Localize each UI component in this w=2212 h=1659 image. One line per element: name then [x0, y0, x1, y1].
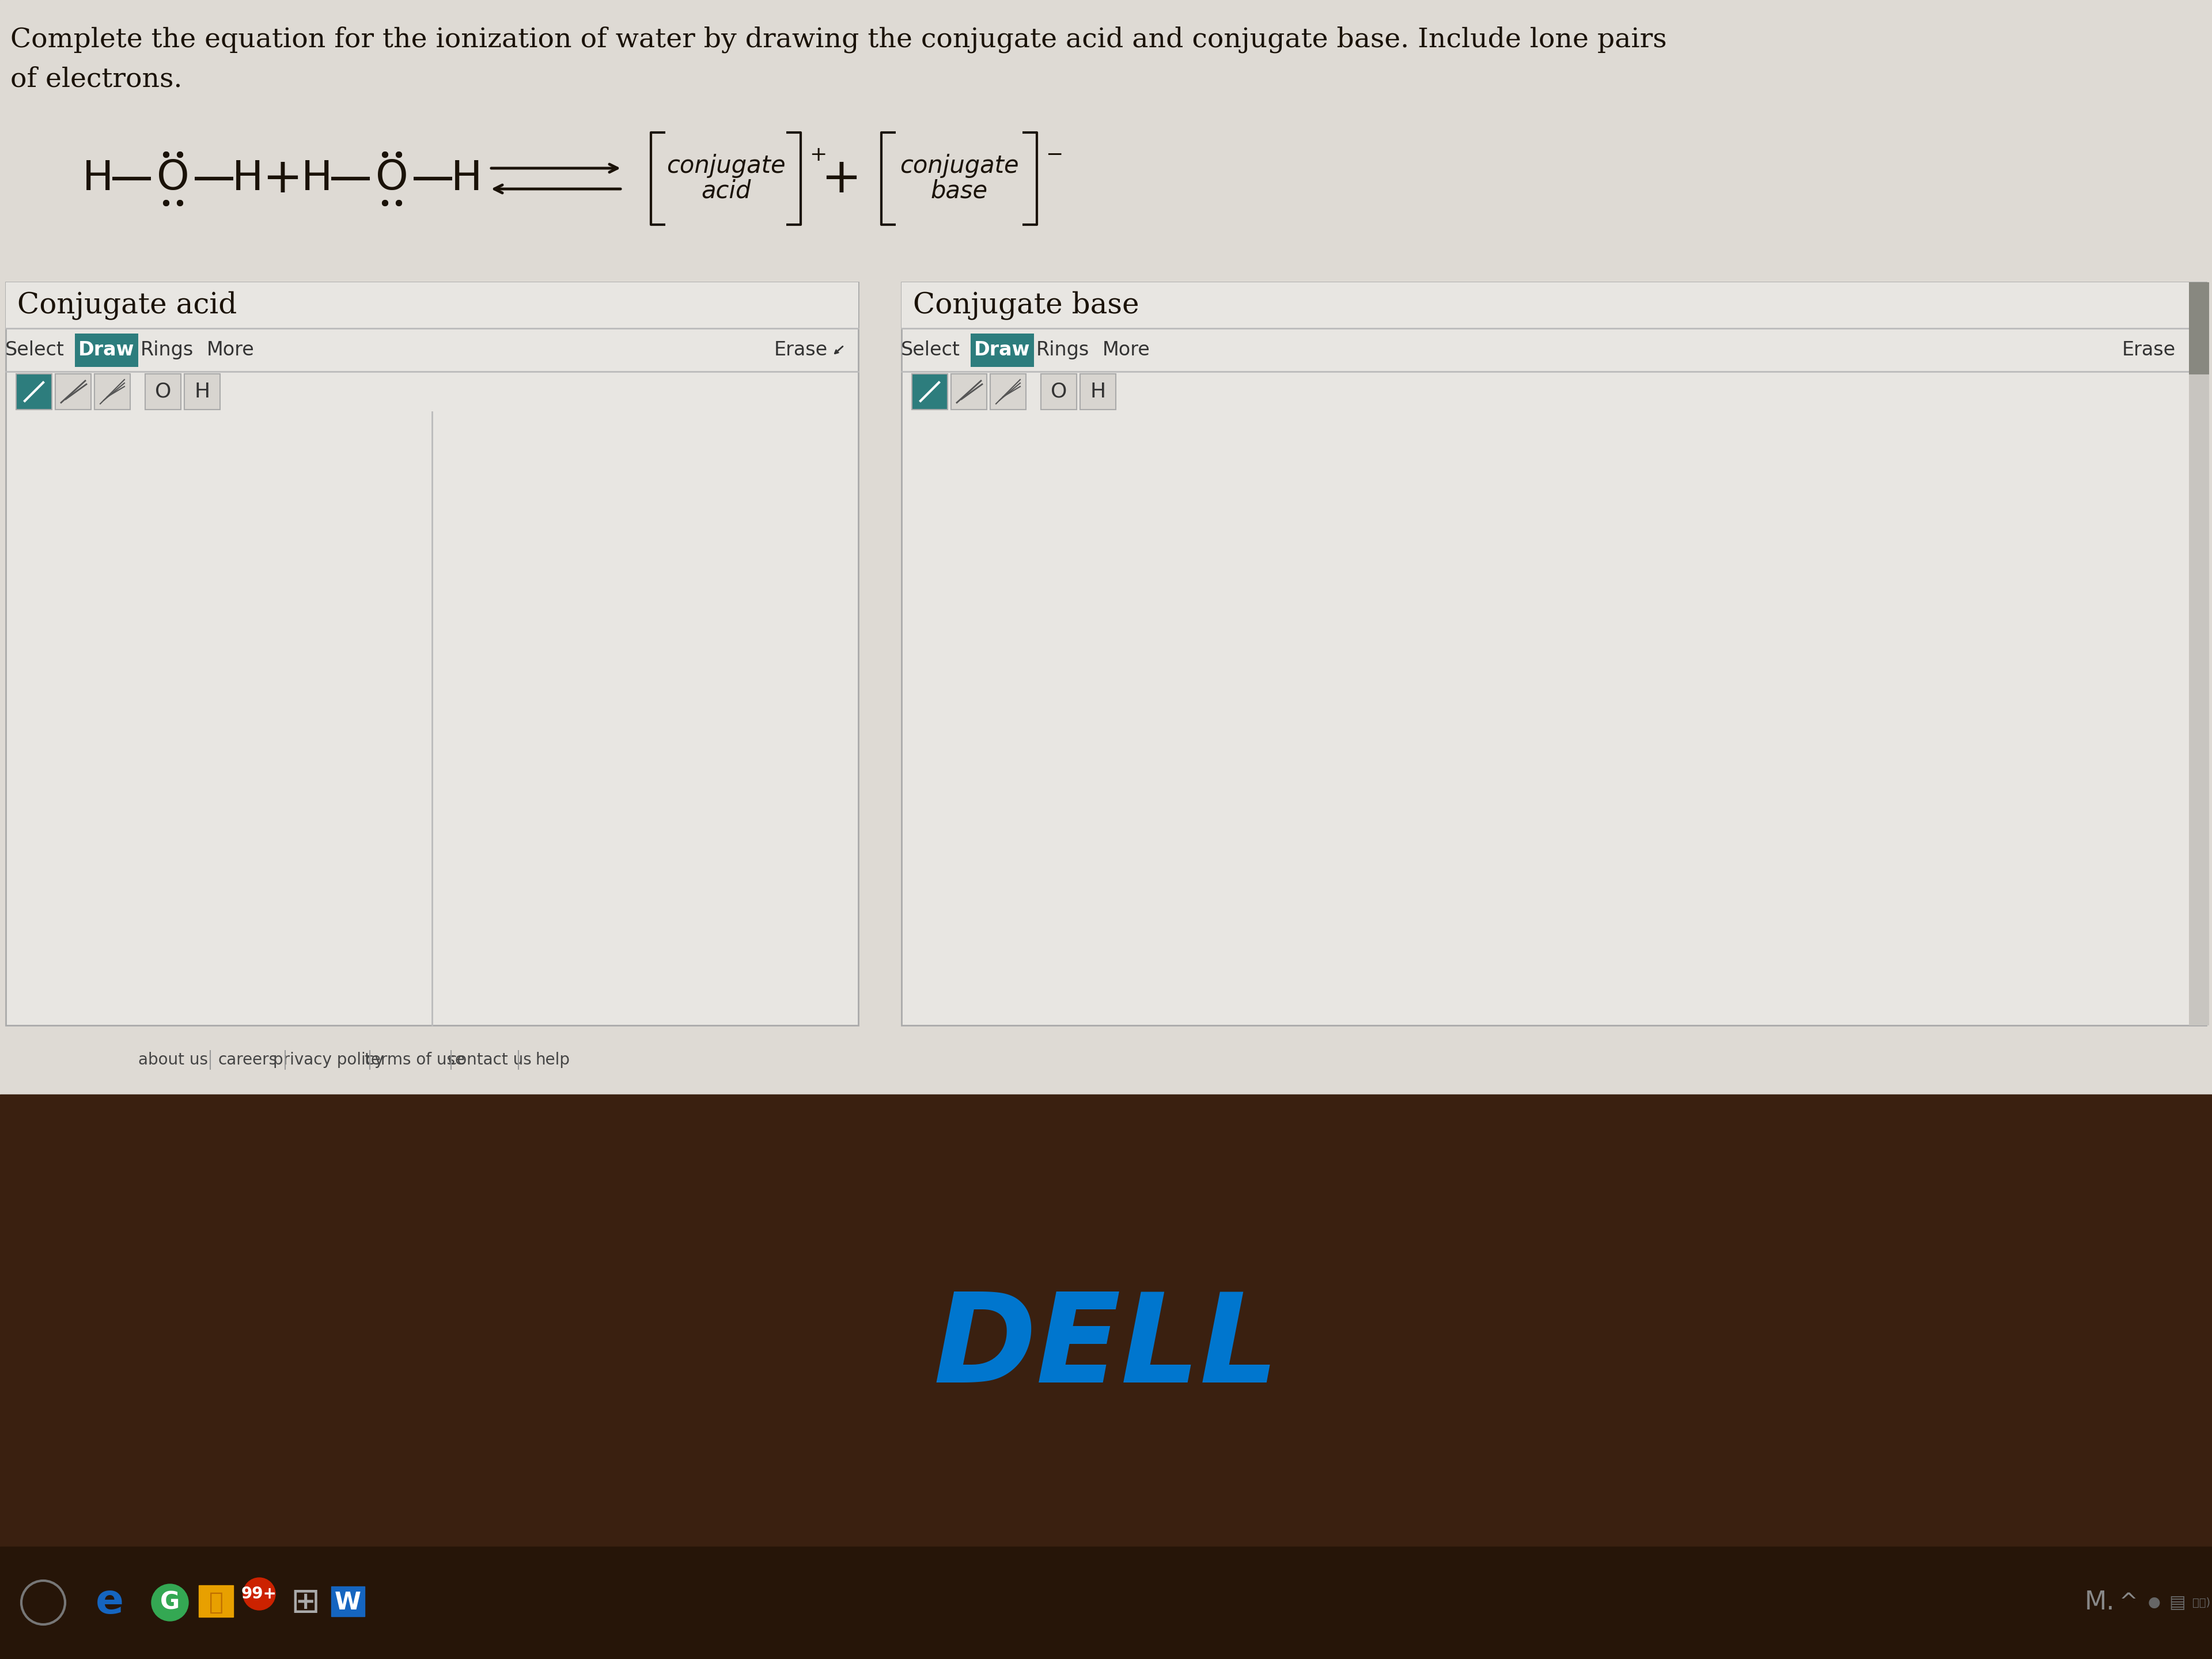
Text: terms of use: terms of use	[365, 1052, 465, 1068]
Bar	[332, 1586, 365, 1616]
Bar	[7, 282, 858, 1025]
Text: H: H	[451, 159, 482, 199]
Circle shape	[150, 1584, 188, 1621]
Bar	[7, 282, 858, 328]
Text: privacy policy: privacy policy	[272, 1052, 383, 1068]
Bar	[95, 373, 131, 410]
Text: O: O	[376, 159, 407, 199]
Text: Rings: Rings	[1035, 340, 1088, 360]
Bar	[0, 0, 2212, 1095]
Text: W: W	[334, 1591, 361, 1614]
Text: O: O	[155, 382, 170, 401]
Text: Erase: Erase	[774, 340, 827, 360]
Text: ▤: ▤	[2170, 1594, 2185, 1611]
Bar	[184, 373, 219, 410]
Text: of electrons.: of electrons.	[11, 66, 181, 93]
Bar	[0, 1095, 2212, 1659]
Bar	[991, 373, 1026, 410]
Text: H: H	[232, 159, 263, 199]
Text: contact us: contact us	[449, 1052, 531, 1068]
Bar	[2190, 282, 2210, 375]
Text: −: −	[1046, 144, 1064, 164]
Text: about us: about us	[137, 1052, 208, 1068]
Text: O: O	[157, 159, 190, 199]
Bar	[2190, 282, 2210, 1025]
Text: DELL: DELL	[933, 1289, 1279, 1408]
Text: +: +	[810, 144, 827, 164]
Bar	[0, 1546, 2212, 1659]
Text: Erase: Erase	[2121, 340, 2174, 360]
Text: G: G	[159, 1591, 179, 1614]
Text: H: H	[1091, 382, 1106, 401]
Text: H: H	[301, 159, 332, 199]
Text: Select: Select	[900, 340, 960, 360]
Text: ⊞: ⊞	[290, 1586, 321, 1619]
Text: conjugate: conjugate	[666, 154, 785, 178]
Circle shape	[243, 1578, 274, 1609]
Text: More: More	[1102, 340, 1150, 360]
Bar	[75, 333, 137, 367]
Text: O: O	[1051, 382, 1066, 401]
Bar	[146, 373, 181, 410]
Bar	[911, 373, 947, 410]
Text: +: +	[821, 156, 860, 202]
Bar	[902, 282, 2205, 328]
Bar	[15, 373, 51, 410]
Text: conjugate: conjugate	[900, 154, 1018, 178]
Text: H: H	[195, 382, 210, 401]
Bar	[1079, 373, 1115, 410]
Text: ●: ●	[2148, 1596, 2161, 1609]
Bar	[902, 282, 2205, 1025]
Text: e: e	[95, 1583, 124, 1623]
Text: help: help	[535, 1052, 571, 1068]
Text: 99+: 99+	[241, 1586, 276, 1603]
Text: Draw: Draw	[77, 340, 135, 360]
Text: base: base	[931, 179, 989, 204]
Text: M.: M.	[2084, 1591, 2115, 1614]
Bar	[1042, 373, 1077, 410]
Bar	[971, 333, 1033, 367]
Text: Conjugate base: Conjugate base	[914, 290, 1139, 320]
Text: Complete the equation for the ionization of water by drawing the conjugate acid : Complete the equation for the ionization…	[11, 27, 1668, 53]
Bar	[55, 373, 91, 410]
Text: careers: careers	[219, 1052, 276, 1068]
Text: Draw: Draw	[973, 340, 1031, 360]
Text: acid: acid	[701, 179, 750, 204]
Bar	[199, 1586, 232, 1618]
Text: Conjugate acid: Conjugate acid	[18, 290, 237, 320]
Text: +: +	[261, 156, 303, 202]
Text: Rings: Rings	[142, 340, 195, 360]
Text: More: More	[206, 340, 254, 360]
Bar	[951, 373, 987, 410]
Text: 〉〉): 〉〉)	[2192, 1598, 2210, 1608]
Text: ^: ^	[2119, 1591, 2137, 1614]
Text: Select: Select	[4, 340, 64, 360]
Text: H: H	[82, 159, 113, 199]
Text: 🗀: 🗀	[208, 1591, 223, 1614]
